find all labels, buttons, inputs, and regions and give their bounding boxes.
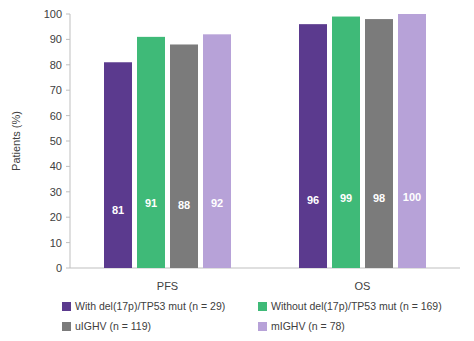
y-tick-label: 10: [50, 237, 62, 249]
x-tick-label: PFS: [157, 280, 178, 292]
y-tick: [66, 90, 70, 91]
data-label: 98: [373, 192, 385, 204]
data-label: 100: [403, 191, 421, 203]
bar: [203, 34, 231, 268]
bar: [170, 44, 198, 268]
y-tick-label: 20: [50, 211, 62, 223]
data-label: 92: [211, 197, 223, 209]
bar: [365, 19, 393, 268]
data-label: 91: [145, 197, 157, 209]
bar: [137, 37, 165, 268]
bar: [299, 24, 327, 268]
y-tick: [66, 64, 70, 65]
y-tick: [66, 242, 70, 243]
y-tick-label: 70: [50, 84, 62, 96]
y-tick: [66, 217, 70, 218]
y-tick-label: 50: [50, 135, 62, 147]
y-axis-label: Patients (%): [10, 111, 22, 171]
data-label: 99: [340, 192, 352, 204]
y-tick-label: 100: [44, 8, 62, 20]
chart: 0 10 20 30 40 50 60 70 80 90 100 Patients (%) PFS OS 8…: [0, 0, 474, 341]
y-tick: [66, 14, 70, 15]
bar: [332, 17, 360, 268]
y-tick-label: 90: [50, 33, 62, 45]
bar: [104, 62, 132, 268]
legend-swatch: [62, 322, 71, 331]
legend-swatch: [258, 302, 267, 311]
data-label: 88: [178, 199, 190, 211]
y-tick: [66, 141, 70, 142]
y-tick: [66, 166, 70, 167]
y-tick: [66, 268, 70, 269]
legend-swatch: [258, 322, 267, 331]
legend-label: uIGHV (n = 119): [75, 320, 151, 332]
bars: [104, 14, 426, 268]
y-tick-label: 30: [50, 186, 62, 198]
y-axis: [70, 14, 71, 268]
y-tick-label: 40: [50, 160, 62, 172]
y-tick: [66, 39, 70, 40]
data-label: 81: [112, 204, 124, 216]
x-tick-label: OS: [355, 280, 371, 292]
y-tick: [66, 191, 70, 192]
y-tick-label: 80: [50, 59, 62, 71]
legend-swatch: [62, 302, 71, 311]
data-label: 96: [307, 194, 319, 206]
y-tick-label: 60: [50, 110, 62, 122]
legend-label: mIGHV (n = 78): [271, 320, 345, 332]
y-tick-label: 0: [56, 262, 62, 274]
legend-label: Without del(17p)/TP53 mut (n = 169): [271, 300, 442, 312]
legend-label: With del(17p)/TP53 mut (n = 29): [75, 300, 225, 312]
bar: [398, 14, 426, 268]
y-tick: [66, 115, 70, 116]
